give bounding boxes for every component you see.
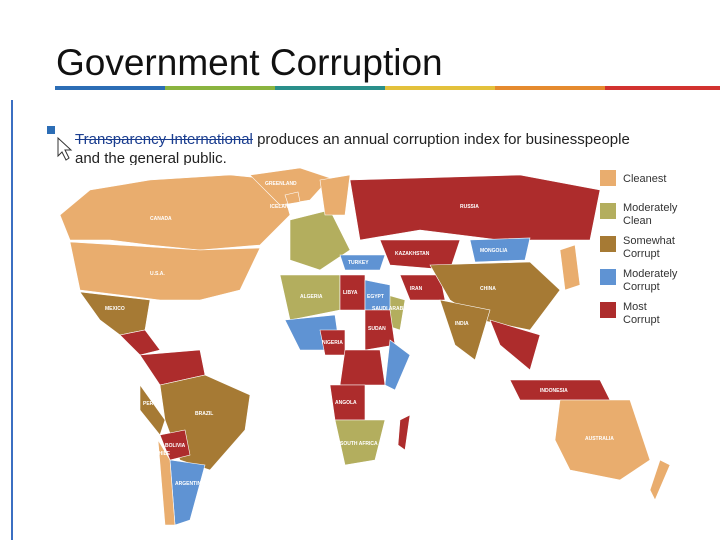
map-label: IRAN — [410, 286, 423, 292]
country — [69, 241, 261, 301]
country — [59, 174, 291, 251]
map-label: ALGERIA — [300, 294, 323, 300]
country — [249, 167, 331, 206]
bar-segment — [605, 86, 720, 90]
country — [159, 429, 191, 461]
map-label: ICELAND — [270, 204, 293, 210]
cursor — [57, 136, 73, 161]
legend-swatch — [600, 170, 616, 186]
country — [319, 174, 351, 216]
map-label: INDONESIA — [540, 388, 568, 394]
map-label: BOLIVIA — [165, 443, 186, 449]
map-label: GREENLAND — [265, 181, 297, 187]
legend-swatch — [600, 269, 616, 285]
bar-segment — [275, 86, 385, 90]
map-label: MADAGASCAR — [412, 436, 449, 442]
map-label: U.S.A. — [150, 271, 165, 277]
legend-swatch — [600, 302, 616, 318]
legend-label: Most Corrupt — [623, 301, 660, 326]
bullet-text: Transparency International produces an a… — [75, 130, 630, 168]
bar-segment — [385, 86, 495, 90]
map-label: EGYPT — [367, 294, 384, 300]
bar-segment — [165, 86, 275, 90]
slide-title: Government Corruption — [56, 42, 443, 83]
country — [284, 191, 301, 205]
country — [439, 299, 491, 361]
legend-label: Moderately Clean — [623, 202, 678, 227]
bar-segment — [55, 86, 165, 90]
country — [429, 261, 561, 331]
map-label: CHILE — [155, 451, 171, 457]
map-label: PERU — [143, 401, 157, 407]
map-label: ARGENTINA — [175, 481, 205, 487]
map-label: SAUDI ARABIA — [372, 306, 409, 312]
country — [397, 414, 411, 451]
country — [649, 459, 671, 501]
map-label: SUDAN — [368, 326, 386, 332]
country — [339, 349, 386, 386]
map-label: CANADA — [150, 216, 172, 222]
country — [489, 319, 541, 371]
map-label: BRAZIL — [195, 411, 213, 417]
map-label: RUSSIA — [460, 204, 479, 210]
country — [289, 209, 351, 271]
legend-swatch — [600, 203, 616, 219]
map-label: SOUTH AFRICA — [340, 441, 378, 447]
text: and the general public. — [75, 150, 227, 167]
map-label: KAZAKHSTAN — [395, 251, 430, 257]
country — [334, 419, 386, 466]
link[interactable]: Transparency International — [75, 131, 253, 148]
bullet-marker — [47, 126, 55, 134]
country — [339, 254, 386, 271]
country — [559, 244, 581, 291]
map-label: MEXICO — [105, 306, 125, 312]
map-label: INDIA — [455, 321, 469, 327]
country — [399, 274, 446, 301]
legend-label: Moderately Corrupt — [623, 268, 678, 293]
country — [349, 174, 601, 241]
legend-label: Cleanest — [623, 173, 666, 185]
bar-segment — [495, 86, 605, 90]
text: produces an annual corruption index for … — [257, 131, 630, 148]
map-label: CHINA — [480, 286, 496, 292]
country — [157, 439, 176, 526]
map-label: LIBYA — [343, 290, 358, 296]
country — [384, 339, 411, 391]
map-label: AUSTRALIA — [585, 436, 614, 442]
map-label: NIGERIA — [322, 340, 343, 346]
legend-swatch — [600, 236, 616, 252]
map-label: MONGOLIA — [480, 248, 508, 254]
country — [554, 399, 651, 481]
country — [119, 329, 161, 356]
map-label: TURKEY — [348, 260, 369, 266]
legend-label: Somewhat Corrupt — [623, 235, 675, 260]
country — [469, 237, 531, 263]
map-label: ANGOLA — [335, 400, 357, 406]
